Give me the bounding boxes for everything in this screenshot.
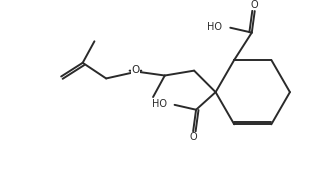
- Text: O: O: [251, 0, 259, 10]
- Text: O: O: [131, 65, 139, 75]
- Text: HO: HO: [152, 99, 167, 109]
- Text: O: O: [189, 132, 197, 142]
- Text: HO: HO: [207, 22, 222, 32]
